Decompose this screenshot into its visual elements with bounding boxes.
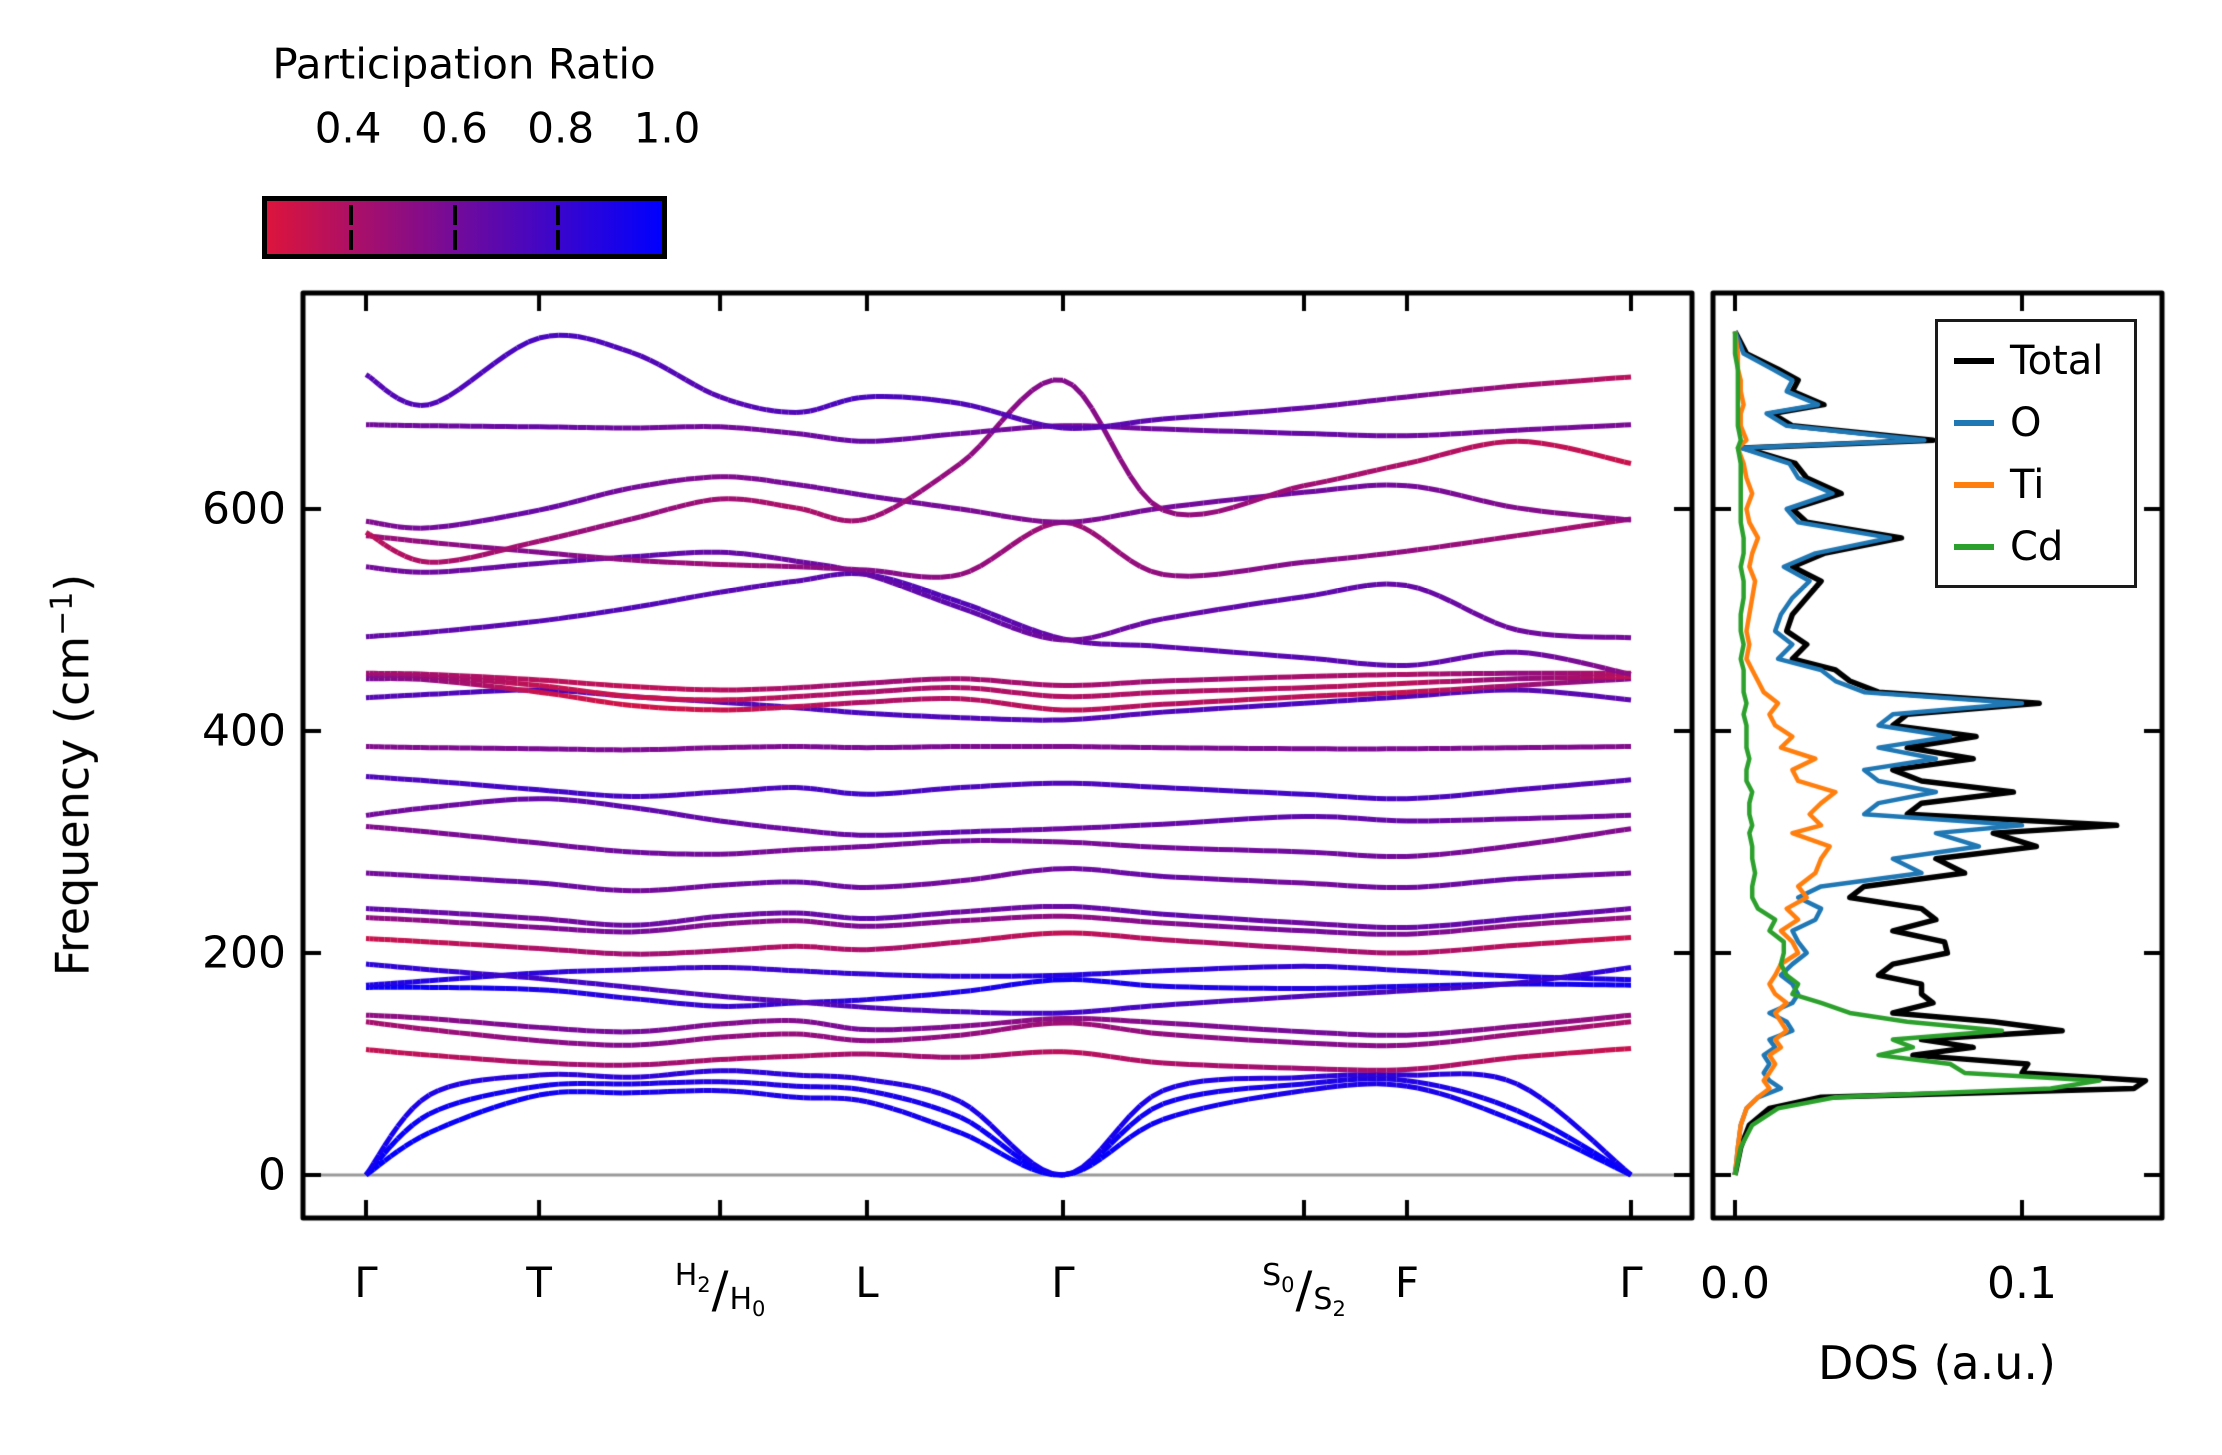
colorbar-tick-label: 0.8	[527, 103, 595, 153]
legend-swatch-icon	[1954, 419, 1994, 426]
colorbar-tick-mark	[452, 230, 457, 250]
kpath-label-Γ: Γ	[1051, 1258, 1075, 1307]
legend-entry-Cd: Cd	[1938, 516, 2134, 578]
dos-axis-label: DOS (a.u.)	[1818, 1336, 2056, 1390]
legend-label: Ti	[2010, 461, 2045, 508]
legend-swatch-icon	[1954, 357, 1994, 364]
kpath-label-L: L	[855, 1258, 879, 1307]
colorbar-tick-mark	[556, 230, 561, 250]
legend-swatch-icon	[1954, 543, 1994, 550]
colorbar-tick-mark	[556, 205, 561, 225]
kpath-label-Γ: Γ	[354, 1258, 378, 1307]
legend-label: Total	[2010, 337, 2104, 384]
y-axis-tick-label: 0	[258, 1149, 286, 1201]
y-axis-tick-label: 600	[202, 483, 286, 535]
kpath-label-H2: H2/H0	[674, 1258, 766, 1321]
colorbar-tick-label: 0.6	[420, 103, 488, 153]
y-axis-tick-label: 200	[202, 927, 286, 979]
y-axis-label-exponent: −1	[44, 591, 80, 636]
kpath-label-Γ: Γ	[1619, 1258, 1643, 1307]
colorbar-tick-label: 0.4	[314, 103, 382, 153]
legend-label: Cd	[2010, 523, 2064, 570]
colorbar-title: Participation Ratio	[272, 39, 656, 89]
dos-legend: Total O Ti Cd	[1935, 319, 2137, 588]
kpath-label-S0: S0/S2	[1262, 1258, 1346, 1321]
y-axis-tick-label: 400	[202, 705, 286, 757]
y-axis-label: Frequency (cm−1)	[45, 574, 99, 977]
colorbar-tick-mark	[452, 205, 457, 225]
y-axis-label-text: Frequency (cm	[45, 635, 100, 977]
kpath-label-T: T	[526, 1258, 552, 1307]
dos-tick-label: 0.0	[1700, 1258, 1770, 1309]
legend-swatch-icon	[1954, 481, 1994, 488]
dos-tick-label: 0.1	[1987, 1258, 2057, 1309]
y-axis-label-close: )	[45, 573, 100, 592]
legend-entry-O: O	[1938, 392, 2134, 454]
kpath-label-F: F	[1394, 1258, 1420, 1307]
colorbar-tick-mark	[348, 205, 353, 225]
participation-ratio-colorbar	[262, 196, 667, 259]
colorbar-tick-mark	[348, 230, 353, 250]
legend-entry-Ti: Ti	[1938, 454, 2134, 516]
legend-entry-Total: Total	[1938, 330, 2134, 392]
legend-label: O	[2010, 399, 2042, 446]
colorbar-tick-label: 1.0	[633, 103, 701, 153]
